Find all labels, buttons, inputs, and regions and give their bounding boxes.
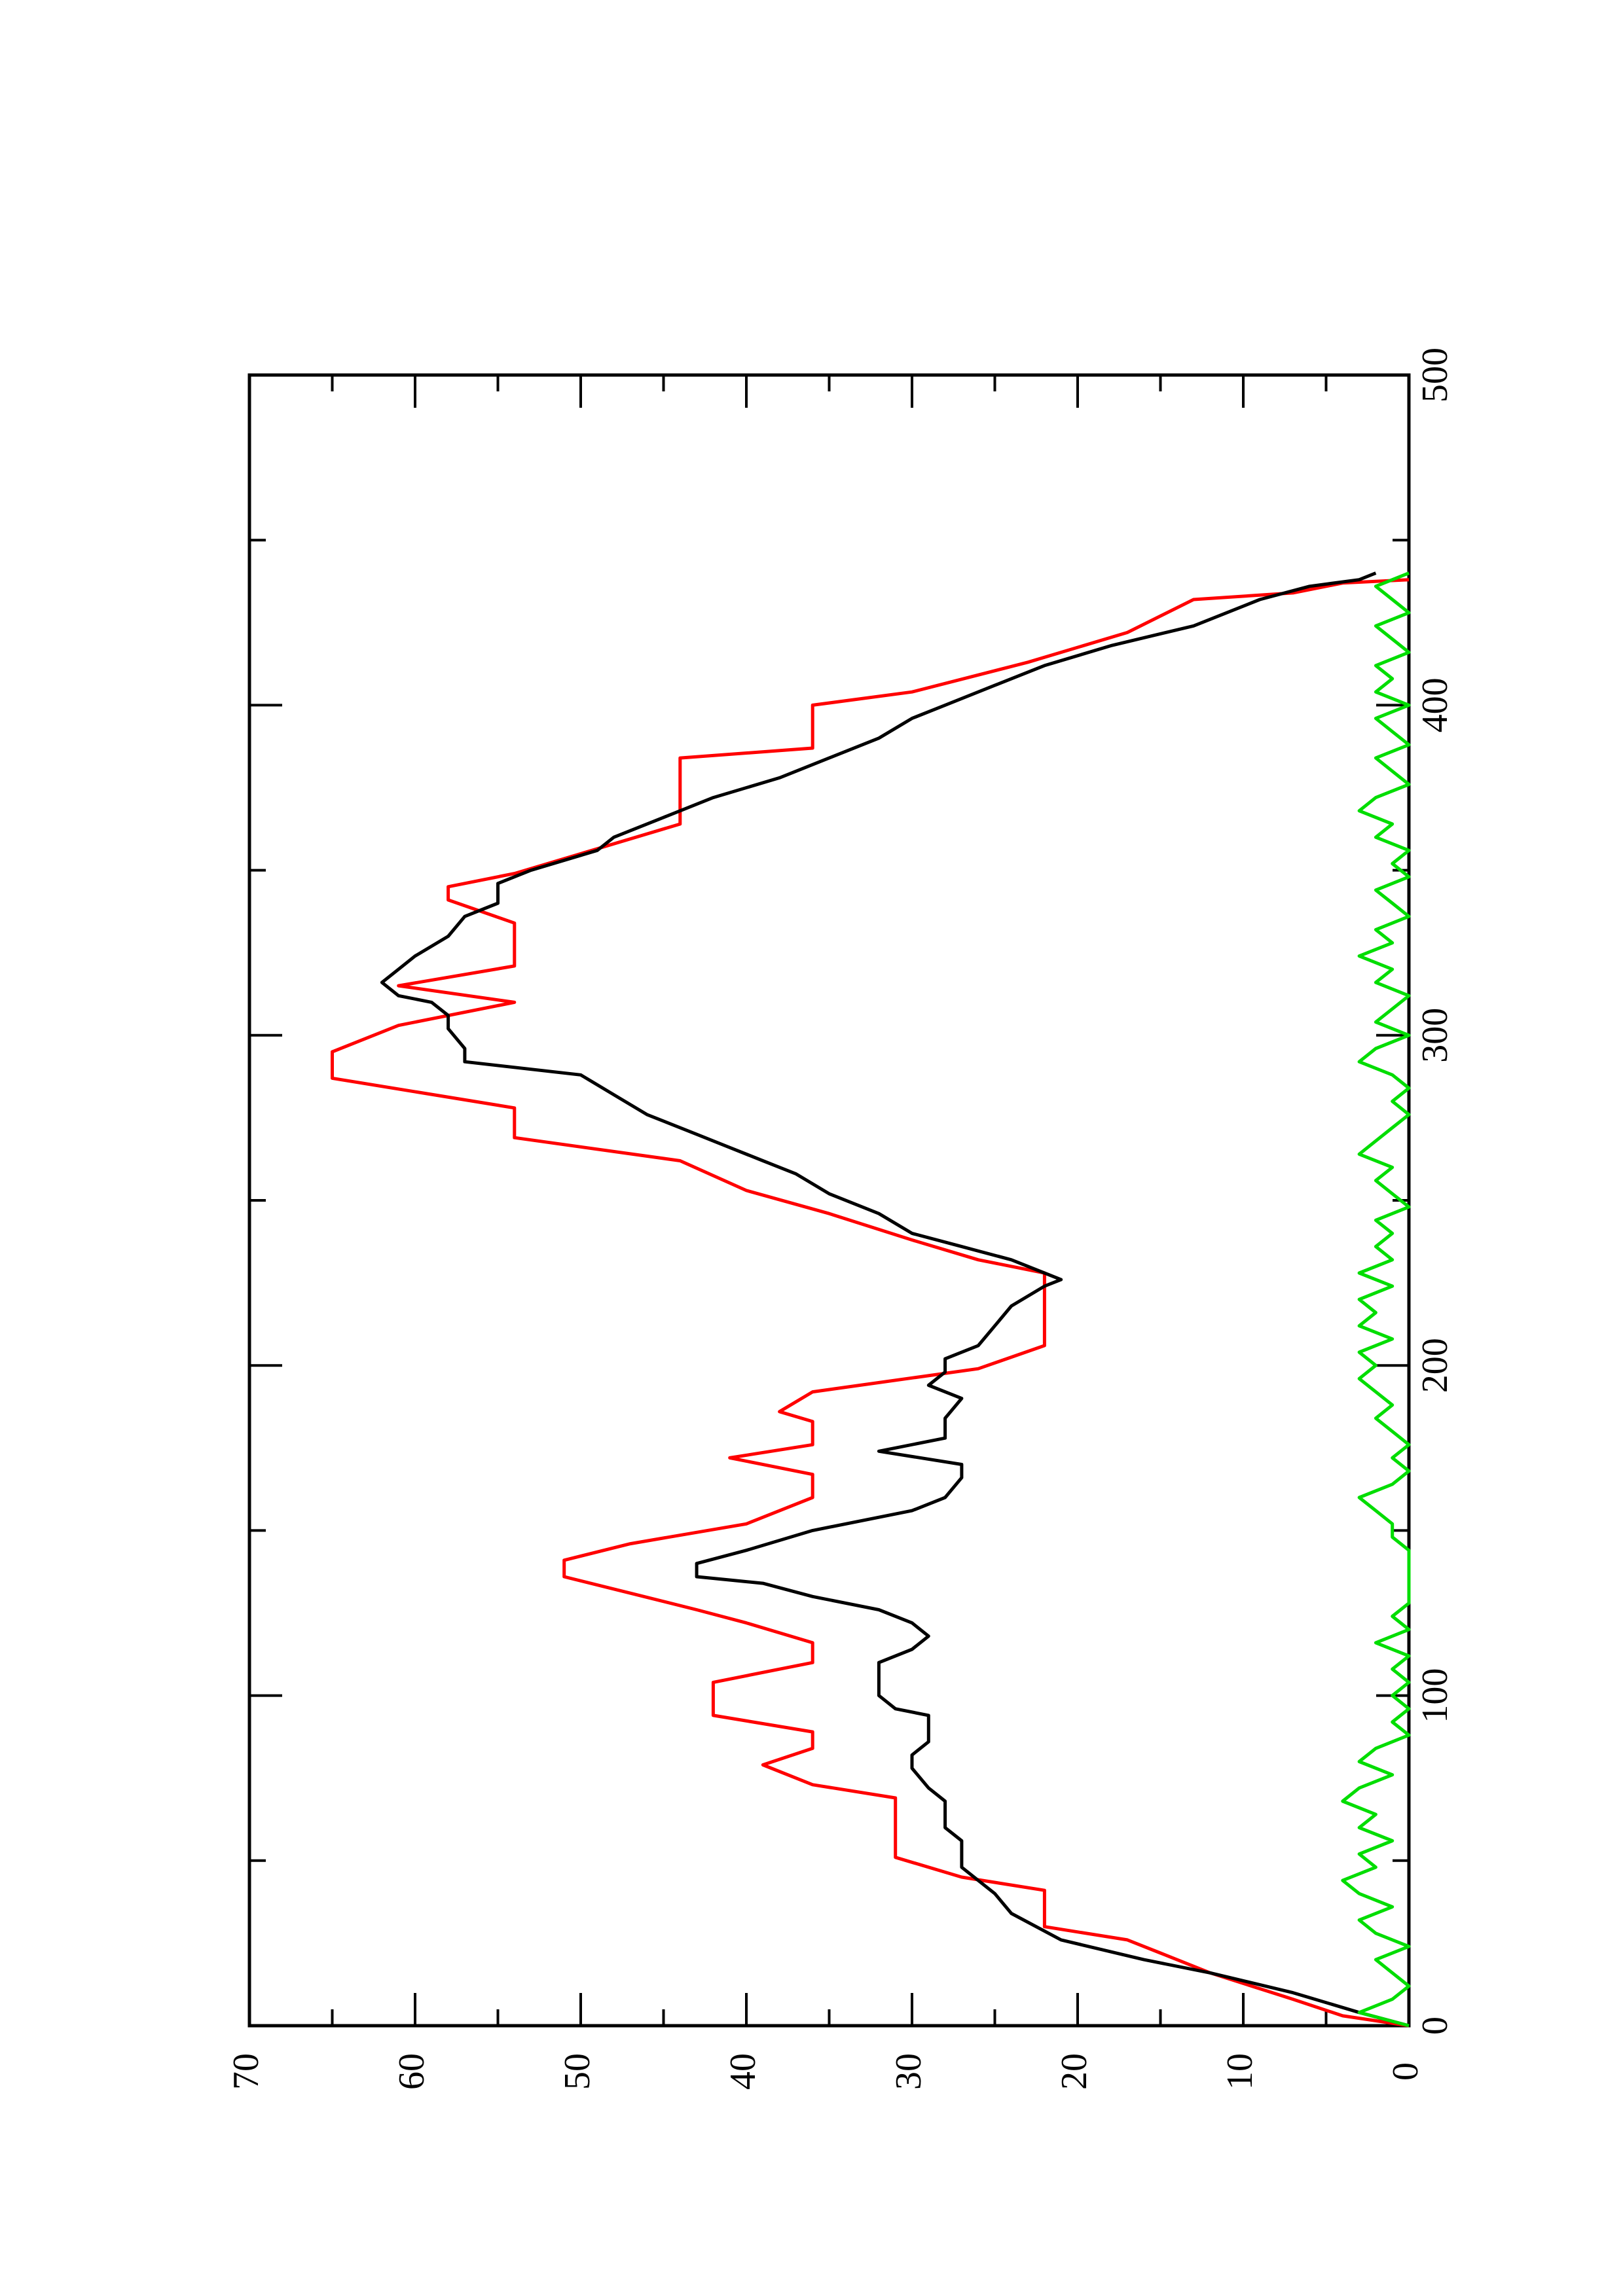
plot-frame xyxy=(247,373,1411,2028)
x-tick-label: 100 xyxy=(1415,1668,1455,1723)
y-tick-label: 70 xyxy=(226,2053,266,2090)
series-line-2 xyxy=(380,571,1410,2028)
x-tick-label: 200 xyxy=(1415,1338,1455,1393)
x-tick-label: 400 xyxy=(1415,677,1455,732)
series-group xyxy=(331,571,1411,2028)
y-tick-label: 10 xyxy=(1220,2053,1260,2090)
x-tick-label: 300 xyxy=(1415,1008,1455,1063)
y-tick-label: 40 xyxy=(723,2053,763,2090)
axis-ticks xyxy=(248,374,1410,2027)
tick-labels: 0 100 200 300 400 500 0 10 20 30 40 50 60 70 xyxy=(226,348,1455,2090)
x-tick-label: 0 xyxy=(1415,2017,1455,2035)
x-tick-label: 500 xyxy=(1415,348,1455,403)
y-tick-label: 20 xyxy=(1054,2053,1095,2090)
y-tick-label: 50 xyxy=(557,2053,598,2090)
y-tick-label: 0 xyxy=(1385,2062,1426,2081)
series-line-3 xyxy=(1341,571,1411,2028)
y-tick-label: 30 xyxy=(888,2053,929,2090)
y-tick-label: 60 xyxy=(392,2053,432,2090)
series-line-1 xyxy=(331,578,1410,2028)
